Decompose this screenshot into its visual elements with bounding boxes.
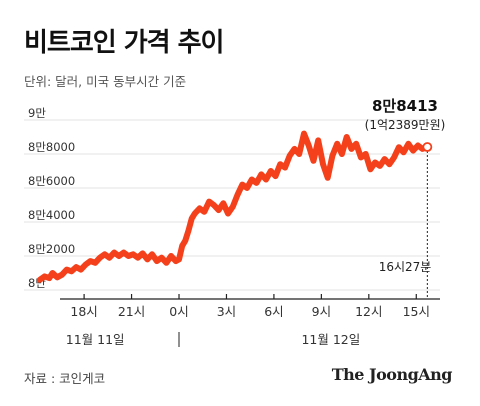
y-tick-label: 8만8000 [28,140,75,154]
chart-subtitle: 단위: 달러, 미국 동부시간 기준 [24,74,187,89]
current-price-krw: (1억2389만원) [365,118,446,132]
x-tick-label: 9시 [312,304,331,319]
x-tick-label: 12시 [355,304,382,319]
source-note: 자료 : 코인게코 [24,371,106,386]
date-label: 11월 12일 [301,332,360,347]
x-tick-label: 0시 [169,304,188,319]
y-tick-label: 9만 [28,106,46,120]
y-tick-label: 8만2000 [28,242,75,256]
x-tick-label: 15시 [403,304,430,319]
price-line [36,130,431,283]
x-axis: 18시 21시 0시 3시 6시 9시 12시 15시 11월 11일 11월 12일 [60,294,440,347]
current-price-annotation: 8만8413 (1억2389만원) 16시27분 [365,97,446,299]
y-tick-label: 8만4000 [28,208,75,222]
x-tick-label: 18시 [70,304,97,319]
current-price-usd: 8만8413 [372,97,438,115]
x-tick-label: 21시 [118,304,145,319]
x-tick-label: 3시 [217,304,236,319]
date-label: 11월 11일 [66,332,125,347]
price-series [36,130,431,283]
current-price-marker [422,142,433,152]
chart-title: 비트코인 가격 추이 [24,28,224,58]
x-tick-label: 6시 [264,304,283,319]
grid-lines [24,119,440,291]
brand-logo: The JoongAng [331,365,453,384]
y-tick-label: 8만6000 [28,174,75,188]
current-time-label: 16시27분 [379,260,432,274]
